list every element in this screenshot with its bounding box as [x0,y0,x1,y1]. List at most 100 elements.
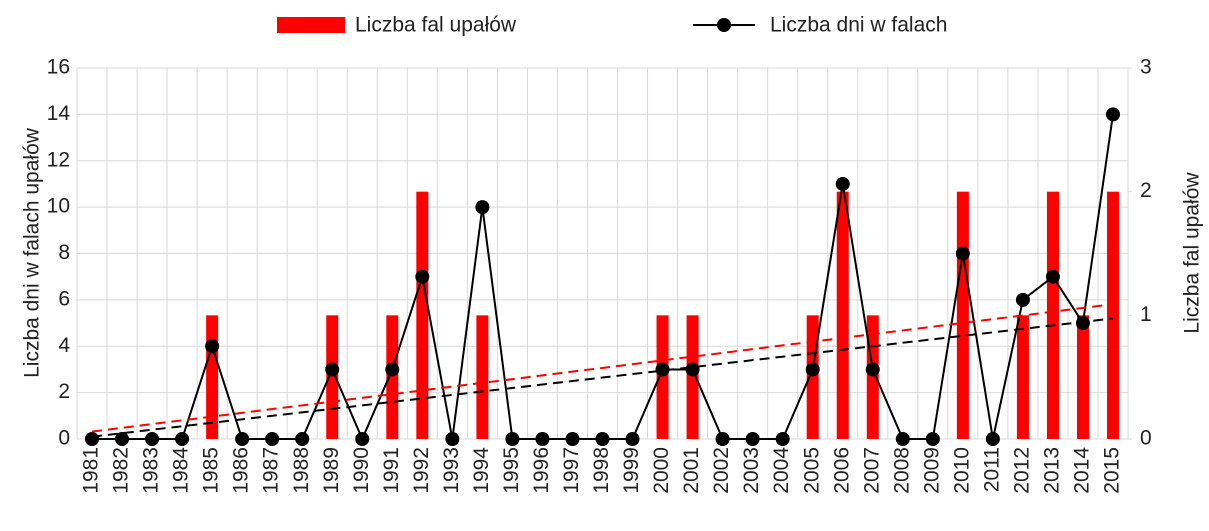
marker [535,432,550,446]
x-tick-label: 2011 [980,447,1003,492]
trend-line [91,303,1114,433]
marker [1106,107,1120,122]
marker [415,269,430,284]
marker [865,362,880,377]
marker [1075,316,1090,331]
y2-tick-label: 2 [1140,179,1152,202]
x-tick-label: 1984 [170,447,193,494]
x-tick-label: 2004 [770,447,793,494]
x-tick-label: 2007 [860,447,883,494]
x-tick-label: 2013 [1040,447,1063,494]
x-tick-label: 2012 [1010,447,1033,494]
marker [85,432,99,446]
x-tick-label: 2002 [710,447,733,494]
marker [1015,292,1030,307]
x-tick-label: 1983 [140,447,163,494]
x-tick-label: 1981 [80,447,103,494]
x-tick-label: 2000 [650,447,673,494]
bar [416,191,429,439]
marker [325,362,340,377]
marker [745,432,760,446]
marker [985,432,1000,446]
y-tick-label: 14 [47,102,71,125]
x-tick-label: 1987 [260,447,283,494]
marker [895,432,910,446]
bar [1076,315,1089,439]
marker [1045,269,1060,284]
x-tick-label: 1989 [320,447,343,494]
marker [775,432,790,446]
marker [565,432,580,446]
x-tick-label: 2006 [830,447,853,494]
x-tick-label: 2010 [950,447,973,494]
legend-swatch [277,17,345,33]
x-tick-label: 1991 [380,447,403,494]
marker [475,200,490,215]
bar [476,315,489,439]
y-tick-label: 10 [47,195,70,218]
x-tick-label: 1996 [530,447,553,494]
bar [1046,191,1059,439]
marker [355,432,370,446]
y-tick-label: 0 [58,427,70,450]
x-tick-label: 2014 [1071,447,1094,494]
y2-tick-label: 1 [1140,303,1152,326]
bar [386,315,399,439]
x-tick-label: 1993 [440,447,463,494]
marker [955,246,970,261]
marker [175,432,190,446]
bar [1016,315,1029,439]
y2-tick-label: 3 [1140,56,1152,79]
marker [205,339,220,354]
x-tick-label: 1994 [470,447,493,494]
legend-label: Liczba dni w falach [770,14,947,37]
x-tick-label: 1982 [110,447,133,494]
x-tick-label: 1992 [410,447,433,494]
marker [835,176,850,191]
x-tick-label: 1990 [350,447,373,494]
marker [925,432,940,446]
x-tick-label: 1997 [560,447,583,494]
x-tick-label: 1985 [200,447,223,494]
marker [655,362,670,377]
marker [685,362,700,377]
marker [235,432,250,446]
x-tick-label: 2008 [890,447,913,494]
legend-marker [717,18,731,32]
marker [595,432,610,446]
bar [206,315,219,439]
y-tick-label: 16 [47,56,70,79]
bar [956,191,969,439]
marker [805,362,820,377]
marker [385,362,400,377]
marker [445,432,460,446]
x-tick-label: 2009 [920,447,943,494]
x-tick-label: 2001 [680,447,703,494]
marker [145,432,160,446]
x-tick-label: 2003 [740,447,763,494]
marker [505,432,520,446]
bar [836,191,849,439]
x-tick-label: 1999 [620,447,643,494]
y-tick-label: 12 [47,148,70,171]
bar [1107,191,1119,439]
marker [625,432,640,446]
marker [715,432,730,446]
x-tick-label: 1986 [230,447,253,494]
y-tick-label: 4 [58,334,70,357]
x-tick-label: 2015 [1101,447,1124,494]
legend-label: Liczba fal upałów [355,14,517,37]
trend-line [91,317,1114,438]
x-tick-label: 1998 [590,447,613,494]
x-tick-label: 1988 [290,447,313,494]
marker [265,432,280,446]
y-tick-label: 6 [58,287,70,310]
y-tick-label: 8 [58,241,70,264]
y-tick-label: 2 [58,380,70,403]
y2-axis-title: Liczba fal upałów [1181,172,1204,334]
x-tick-label: 1995 [500,447,523,494]
x-tick-label: 2005 [800,447,823,494]
y2-tick-label: 0 [1140,427,1152,450]
marker [295,432,310,446]
